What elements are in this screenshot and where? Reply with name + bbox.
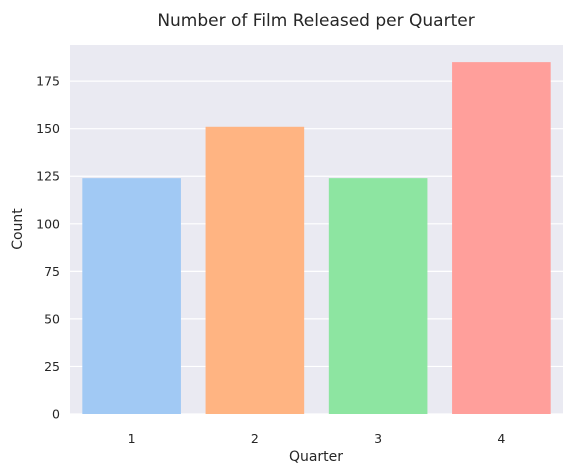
x-tick-label: 1: [128, 431, 136, 446]
y-tick-labels: 0 25 50 75 100 125 150 175: [36, 74, 60, 422]
y-tick-label: 100: [36, 216, 60, 231]
bars: [82, 62, 551, 414]
x-tick-labels: 1 2 3 4: [128, 431, 506, 446]
y-tick-label: 25: [44, 359, 60, 374]
y-tick-label: 0: [52, 407, 60, 422]
y-tick-label: 175: [36, 74, 60, 89]
y-tick-label: 150: [36, 121, 60, 136]
chart-title: Number of Film Released per Quarter: [157, 11, 474, 31]
y-tick-label: 125: [36, 169, 60, 184]
x-tick-label: 3: [374, 431, 382, 446]
bar-quarter-1: [82, 178, 181, 414]
y-axis-label: Count: [10, 208, 26, 250]
y-tick-label: 50: [44, 311, 60, 326]
bar-quarter-4: [452, 62, 551, 414]
y-tick-label: 75: [44, 264, 60, 279]
bar-quarter-3: [328, 178, 428, 414]
x-tick-label: 4: [497, 431, 505, 446]
x-axis-label: Quarter: [289, 449, 343, 465]
bar-quarter-2: [205, 126, 305, 414]
x-tick-label: 2: [251, 431, 259, 446]
